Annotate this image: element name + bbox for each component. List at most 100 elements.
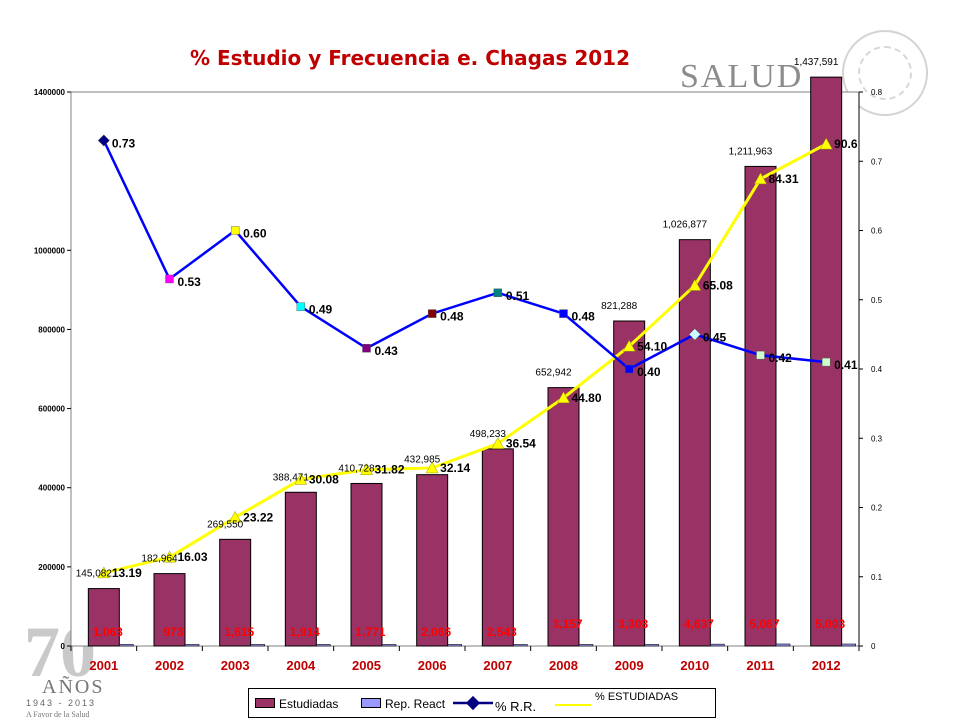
marker-pct-estudiadas — [688, 278, 702, 291]
point-label-pct-estudiadas: 13.19 — [112, 566, 142, 580]
right-axis-tick-label: 0.7 — [871, 157, 883, 166]
legend-swatch-rep-react — [361, 698, 381, 708]
bar-label-rep-react: 973 — [163, 625, 183, 639]
point-label-pct-estudiadas: 84.31 — [769, 172, 799, 186]
chart-legend: Estudiadas Rep. React % R.R. % ESTUDIADA… — [248, 688, 716, 718]
bar-estudiadas — [481, 448, 514, 647]
legend-label-pct: % ESTUDIADAS — [595, 691, 679, 703]
mexico-seal-icon — [842, 30, 928, 116]
bar-label-rep-react: 5,003 — [815, 617, 845, 631]
bar-label-rep-react: 1,914 — [290, 625, 320, 639]
bar-label-estudiadas: 1,437,591 — [794, 57, 839, 68]
bar-label-estudiadas: 269,550 — [207, 519, 244, 530]
point-label-rr: 0.51 — [506, 289, 530, 303]
x-axis-category-label: 2002 — [155, 658, 184, 673]
marker-pct-estudiadas — [425, 461, 439, 474]
bar-rep-react — [119, 644, 134, 647]
anniversary-logo: 70 AÑOS 1943 - 2013 A Favor de la Salud — [22, 616, 142, 719]
bar-label-rep-react: 4,637 — [684, 617, 714, 631]
point-label-rr: 0.48 — [440, 310, 464, 324]
bar-label-estudiadas: 1,211,963 — [729, 146, 773, 157]
x-axis-category-label: 2008 — [549, 658, 578, 673]
right-axis-tick-label: 0 — [871, 642, 876, 651]
marker-rr — [427, 309, 437, 318]
bar-label-rep-react: 2,543 — [487, 625, 517, 639]
bar-label-estudiadas: 432,985 — [404, 455, 441, 466]
right-axis-tick-label: 0.1 — [871, 573, 883, 582]
point-label-pct-estudiadas: 54.10 — [637, 339, 667, 353]
right-axis-tick-label: 0.3 — [871, 434, 883, 443]
marker-pct-estudiadas — [360, 463, 373, 475]
marker-pct-estudiadas — [754, 172, 767, 185]
x-axis-category-label: 2010 — [680, 658, 709, 673]
marker-pct-estudiadas — [228, 510, 242, 523]
x-axis-category-label: 2001 — [89, 658, 118, 673]
bar-estudiadas — [219, 538, 252, 647]
bar-estudiadas — [744, 165, 777, 647]
point-label-pct-estudiadas: 23.22 — [243, 510, 273, 524]
bar-rep-react — [644, 644, 659, 647]
bar-label-estudiadas: 652,942 — [535, 368, 572, 379]
right-axis-tick-label: 0.8 — [871, 88, 883, 97]
point-label-rr: 0.41 — [834, 358, 858, 372]
bar-label-estudiadas: 182,964 — [141, 554, 178, 565]
marker-rr — [756, 350, 765, 360]
bar-label-estudiadas: 145,082 — [76, 569, 113, 580]
anniversary-years: 1943 - 2013 — [26, 698, 97, 708]
point-label-pct-estudiadas: 65.08 — [703, 278, 733, 292]
point-label-rr: 0.40 — [637, 365, 661, 379]
bar-rep-react — [381, 644, 397, 647]
marker-pct-estudiadas — [97, 566, 111, 579]
x-axis-category-label: 2003 — [221, 658, 250, 673]
line-pct-estudiadas — [103, 142, 827, 575]
legend-swatch-pct — [555, 704, 591, 706]
bar-rep-react — [316, 644, 331, 647]
marker-pct-estudiadas — [622, 339, 636, 352]
point-label-rr: 0.53 — [178, 275, 202, 289]
bar-label-rep-react: 1,063 — [93, 625, 123, 639]
bar-estudiadas — [153, 573, 186, 647]
point-label-pct-estudiadas: 16.03 — [178, 550, 208, 564]
legend-label-rep-react: Rep. React — [385, 697, 446, 711]
chart-title: % Estudio y Frecuencia e. Chagas 2012 — [190, 46, 630, 70]
x-axis-category-label: 2007 — [483, 658, 512, 673]
marker-pct-estudiadas — [294, 472, 308, 485]
bar-estudiadas — [87, 588, 120, 647]
left-axis-tick-label: 800000 — [38, 325, 65, 334]
marker-rr — [688, 328, 701, 341]
left-axis-tick-label: 200000 — [38, 563, 65, 572]
point-label-rr: 0.48 — [572, 310, 596, 324]
bar-rep-react — [578, 644, 594, 647]
marker-rr — [624, 364, 634, 374]
bar-label-rep-react: 2,066 — [421, 625, 451, 639]
bar-rep-react — [775, 643, 791, 647]
bar-label-rep-react: 3,157 — [552, 617, 582, 631]
right-axis-tick-label: 0.4 — [871, 365, 883, 374]
point-label-rr: 0.43 — [375, 344, 399, 358]
legend-label-estudiadas: Estudiadas — [279, 697, 339, 711]
point-label-rr: 0.49 — [309, 303, 333, 317]
right-axis-tick-label: 0.5 — [871, 296, 883, 305]
bar-label-estudiadas: 498,233 — [470, 429, 507, 440]
bar-label-estudiadas: 1,026,877 — [663, 220, 708, 231]
bar-rep-react — [250, 644, 265, 647]
bar-label-rep-react: 1,615 — [224, 625, 254, 639]
line-rr — [102, 139, 827, 371]
marker-rr — [97, 134, 110, 147]
marker-pct-estudiadas — [819, 137, 833, 150]
point-label-pct-estudiadas: 36.54 — [506, 437, 536, 451]
bar-label-rep-react: 3,303 — [618, 617, 648, 631]
left-axis-tick-label: 1000000 — [34, 246, 66, 255]
bar-estudiadas — [284, 491, 317, 647]
bar-label-rep-react: 1,771 — [355, 625, 385, 639]
marker-rr — [230, 226, 240, 235]
anniversary-word: AÑOS — [42, 676, 105, 698]
marker-pct-estudiadas — [491, 437, 505, 449]
left-axis-tick-label: 400000 — [38, 484, 65, 493]
bar-label-estudiadas: 821,288 — [601, 301, 638, 312]
point-label-pct-estudiadas: 44.80 — [572, 391, 602, 405]
x-axis-category-label: 2012 — [812, 658, 841, 673]
right-axis-tick-label: 0.2 — [871, 504, 883, 513]
salud-logo: SALUD — [680, 58, 804, 95]
